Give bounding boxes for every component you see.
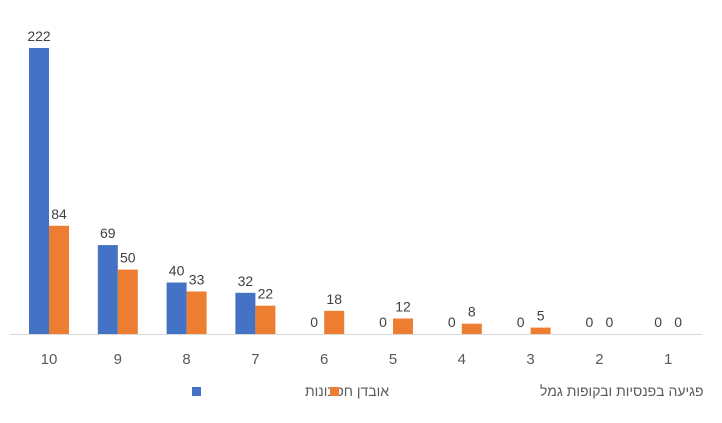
data-label-series-1-cat-4: 0 [448,314,456,330]
data-label-series-2-cat-6: 18 [326,291,342,307]
x-tick-label: 4 [458,351,466,368]
bar-series-2-cat-5 [393,318,413,334]
data-label-series-2-cat-4: 8 [468,304,476,320]
legend-item-series-2: פגיעה בפנסיות ובקופות גמל [330,383,704,399]
bar-series-2-cat-4 [461,323,482,334]
bar-series-2-cat-9 [117,269,138,334]
x-tick-label: 1 [664,351,672,368]
data-label-series-1-cat-8: 40 [169,263,185,279]
data-label-series-2-cat-2: 0 [606,314,614,330]
bar-series-2-cat-7 [255,305,276,334]
x-tick-label: 3 [526,351,534,368]
x-tick-label: 6 [320,351,328,368]
data-label-series-1-cat-6: 0 [310,314,318,330]
data-label-series-2-cat-3: 5 [537,308,545,324]
bar-series-2-cat-10 [49,225,69,334]
data-label-series-1-cat-9: 69 [100,225,116,241]
x-tick-labels-group: 10 9 8 7 6 5 4 3 2 1 [41,351,673,368]
legend-swatch-series-2 [330,387,339,396]
bars-group [29,48,551,334]
data-label-series-1-cat-10: 222 [27,28,51,44]
x-tick-label: 5 [389,351,397,368]
bar-series-2-cat-8 [186,291,207,334]
data-label-series-2-cat-7: 22 [258,286,274,302]
data-label-series-1-cat-2: 0 [586,314,594,330]
data-label-series-1-cat-5: 0 [379,314,387,330]
data-label-series-1-cat-1: 0 [654,314,662,330]
bar-series-1-cat-8 [166,282,187,334]
bar-series-1-cat-10 [29,48,49,334]
legend-swatch-series-1 [192,387,201,396]
data-label-series-1-cat-7: 32 [238,273,254,289]
x-tick-label: 7 [251,351,259,368]
x-tick-label: 8 [182,351,190,368]
bar-series-2-cat-3 [530,327,551,334]
x-tick-label: 9 [114,351,122,368]
legend-item-series-1: אובדן חסכונות [192,383,389,399]
data-label-series-2-cat-8: 33 [189,272,205,288]
x-tick-label: 2 [595,351,603,368]
legend: אובדן חסכונות פגיעה בפנסיות ובקופות גמל [192,383,704,399]
legend-label-series-1: אובדן חסכונות [305,383,389,399]
bar-series-2-cat-6 [324,310,345,334]
bar-series-1-cat-9 [97,245,118,334]
data-label-series-2-cat-5: 12 [395,299,411,315]
bar-series-1-cat-7 [235,292,256,334]
data-label-series-2-cat-10: 84 [51,206,67,222]
data-label-series-1-cat-3: 0 [517,314,525,330]
x-tick-label: 10 [41,351,58,368]
data-label-series-2-cat-1: 0 [674,314,682,330]
data-label-series-2-cat-9: 50 [120,250,136,266]
legend-label-series-2: פגיעה בפנסיות ובקופות גמל [540,383,704,399]
